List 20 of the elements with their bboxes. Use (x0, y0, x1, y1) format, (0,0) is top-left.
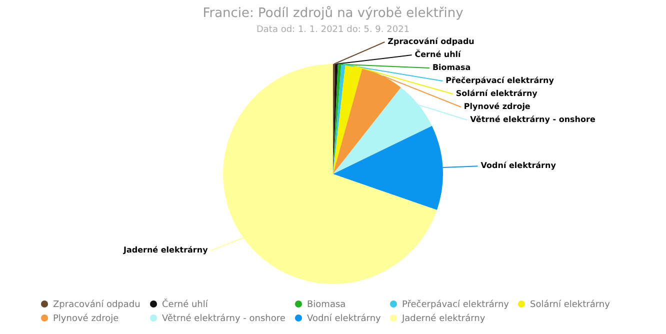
legend-label: Přečerpávací elektrárny (402, 299, 510, 310)
legend-label: Vodní elektrárny (307, 313, 382, 324)
slice-label: Solární elektrárny (456, 89, 538, 98)
legend-label: Černé uhlí (162, 298, 208, 310)
legend-label: Jaderné elektrárny (401, 313, 486, 324)
legend-label: Solární elektrárny (530, 299, 611, 310)
slice-label: Černé uhlí (414, 49, 462, 60)
chart-subtitle: Data od: 1. 1. 2021 do: 5. 9. 2021 (256, 25, 410, 35)
slice-label: Jaderné elektrárny (122, 246, 209, 255)
slice-label: Větrné elektrárny - onshore (470, 115, 596, 124)
slice-label: Vodní elektrárny (480, 161, 557, 170)
legend-label: Větrné elektrárny - onshore (162, 313, 286, 324)
slice-label: Biomasa (432, 63, 471, 72)
slice-label: Plynové zdroje (464, 102, 531, 112)
legend-label: Plynové zdroje (53, 313, 120, 324)
slice-label: Zpracování odpadu (388, 37, 475, 46)
legend-label: Biomasa (307, 300, 346, 310)
legend-label: Zpracování odpadu (53, 299, 140, 310)
slice-label: Přečerpávací elektrárny (446, 76, 555, 86)
chart-title: Francie: Podíl zdrojů na výrobě elektřiny (202, 5, 464, 21)
